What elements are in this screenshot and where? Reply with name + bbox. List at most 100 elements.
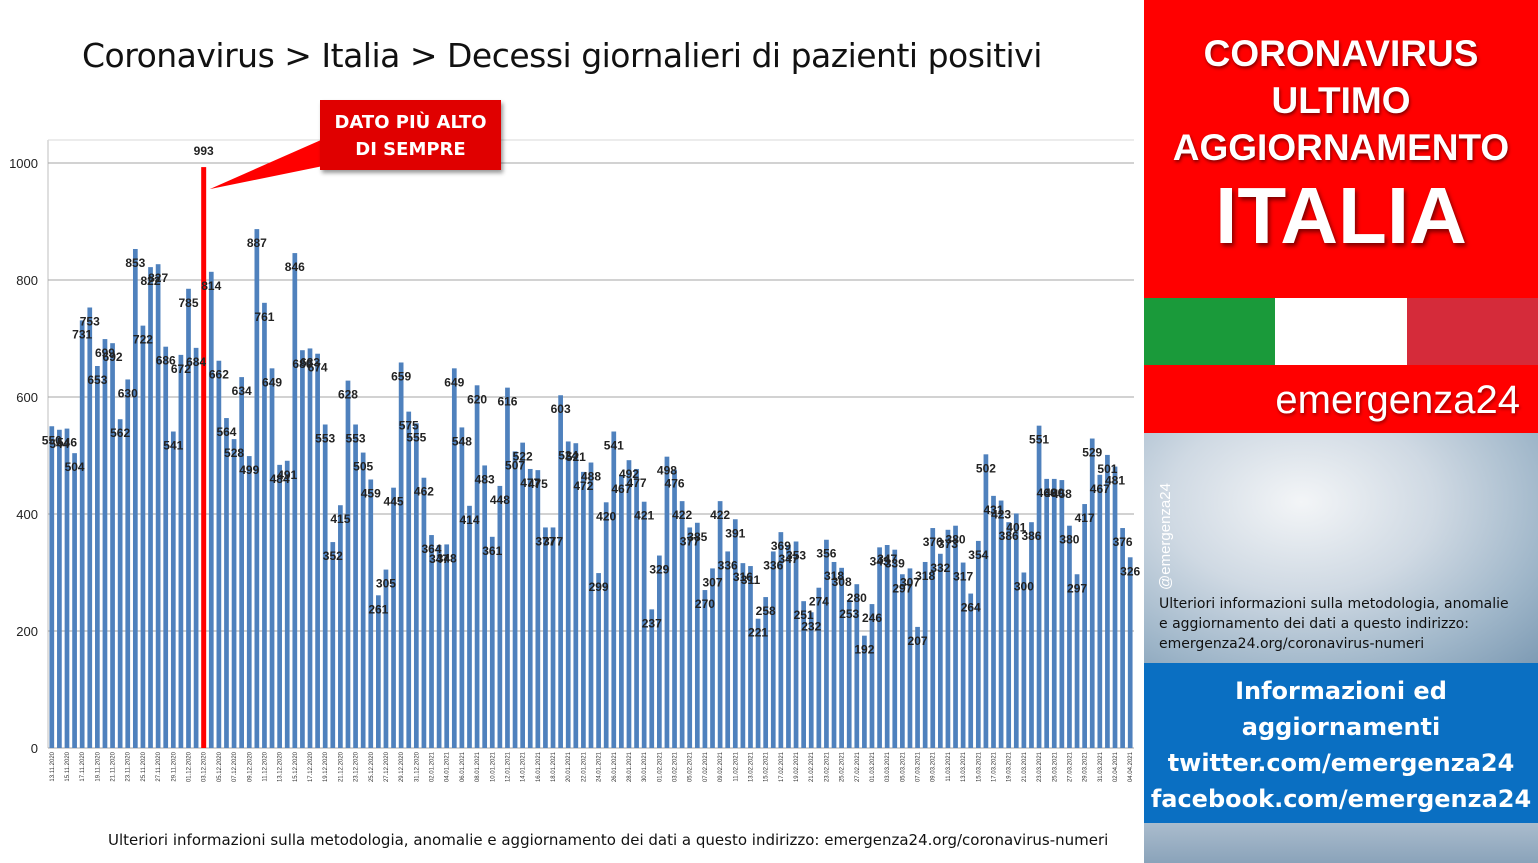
bar [975, 540, 981, 748]
bar [383, 569, 389, 748]
data-label: 550 [42, 433, 62, 447]
bar [254, 229, 260, 749]
x-tick-label: 25.11.2020 [141, 751, 147, 781]
bar [945, 529, 951, 748]
data-label: 502 [976, 461, 996, 475]
bar [1029, 522, 1034, 748]
bar [1006, 522, 1012, 748]
data-label: 336 [763, 558, 783, 572]
data-label: 414 [459, 513, 479, 527]
data-label: 722 [133, 333, 153, 347]
bar [527, 468, 533, 748]
bar [269, 368, 275, 748]
x-tick-label: 17.03.2021 [992, 751, 998, 782]
x-tick-label: 04.04.2021 [1128, 751, 1134, 782]
x-tick-label: 25.03.2021 [1052, 751, 1058, 782]
data-label: 251 [794, 608, 814, 622]
x-tick-label: 26.01.2021 [612, 751, 618, 782]
x-tick-label: 12.01.2021 [505, 751, 511, 782]
data-label: 329 [649, 563, 669, 577]
callout-line-1: DATO PIÙ ALTO [334, 112, 487, 133]
bar [960, 562, 966, 748]
bar [543, 527, 548, 748]
data-label: 630 [118, 386, 138, 400]
bar [1074, 574, 1080, 748]
bar [755, 618, 761, 748]
data-label: 317 [953, 570, 973, 584]
x-tick-label: 05.03.2021 [900, 751, 906, 782]
x-tick-label: 23.11.2020 [126, 751, 132, 781]
bar [330, 542, 336, 748]
sidebar: CORONAVIRUS ULTIMO AGGIORNAMENTO ITALIA … [1144, 0, 1538, 863]
data-label: 376 [1113, 535, 1133, 549]
data-label: 498 [657, 464, 677, 478]
data-label: 415 [330, 512, 350, 526]
bar [262, 302, 267, 748]
social-line-2: aggiornamenti [1241, 713, 1441, 741]
bar [816, 587, 822, 748]
data-label: 993 [194, 144, 214, 158]
twitter-link[interactable]: twitter.com/emergenza24 [1167, 749, 1515, 777]
data-label: 628 [338, 388, 358, 402]
bar [391, 487, 396, 748]
bar [284, 460, 290, 748]
x-tick-label: 17.12.2020 [308, 751, 314, 782]
data-label: 544 [49, 437, 69, 451]
bar [793, 541, 799, 748]
data-label: 376 [923, 535, 943, 549]
data-label: 417 [1075, 511, 1095, 525]
bar [884, 545, 890, 748]
data-label: 369 [771, 539, 791, 553]
bar [687, 527, 693, 748]
x-tick-label: 15.02.2021 [764, 751, 770, 782]
bar [1051, 478, 1057, 748]
data-label: 822 [141, 274, 161, 288]
data-label: 307 [702, 575, 722, 589]
y-tick-label: 800 [16, 273, 38, 288]
data-label: 460 [1044, 486, 1064, 500]
bar [763, 597, 769, 748]
data-label: 492 [619, 467, 639, 481]
data-label: 373 [938, 537, 958, 551]
data-label: 386 [999, 529, 1019, 543]
data-label: 653 [87, 373, 107, 387]
x-tick-label: 29.12.2020 [399, 751, 405, 782]
footnote: Ulteriori informazioni sulla metodologia… [108, 831, 1109, 849]
data-label: 353 [786, 548, 806, 562]
bar [49, 426, 55, 748]
data-label: 846 [285, 260, 305, 274]
bar [413, 423, 419, 748]
bar [558, 395, 563, 748]
y-tick-label: 400 [16, 507, 38, 522]
x-tick-label: 27.12.2020 [384, 751, 390, 782]
x-tick-label: 07.03.2021 [916, 751, 922, 782]
facebook-link[interactable]: facebook.com/emergenza24 [1150, 785, 1532, 813]
x-tick-label: 21.02.2021 [809, 751, 815, 782]
x-tick-label: 17.02.2021 [779, 751, 785, 782]
data-label: 336 [718, 558, 738, 572]
bar [421, 477, 427, 748]
flag-white [1275, 298, 1407, 365]
data-label: 305 [376, 577, 396, 591]
data-label: 311 [741, 573, 761, 587]
info-line-1: Ulteriori informazioni sulla metodologia… [1159, 596, 1509, 612]
data-label: 458 [1052, 487, 1072, 501]
data-label: 361 [482, 544, 502, 558]
bar [353, 424, 358, 748]
bar [224, 418, 229, 748]
x-tick-label: 07.12.2020 [232, 751, 238, 782]
bar [436, 545, 442, 748]
data-label: 253 [839, 607, 859, 621]
bar [808, 612, 814, 748]
data-label: 364 [422, 542, 442, 556]
bar [740, 563, 746, 748]
data-label: 564 [216, 425, 236, 439]
data-label: 481 [1105, 474, 1125, 488]
x-tick-label: 15.11.2020 [65, 751, 71, 781]
data-label: 237 [642, 616, 662, 630]
bar [406, 411, 412, 748]
bar [376, 595, 381, 748]
bar [725, 551, 731, 748]
data-label: 339 [885, 557, 905, 571]
data-label: 504 [65, 460, 85, 474]
